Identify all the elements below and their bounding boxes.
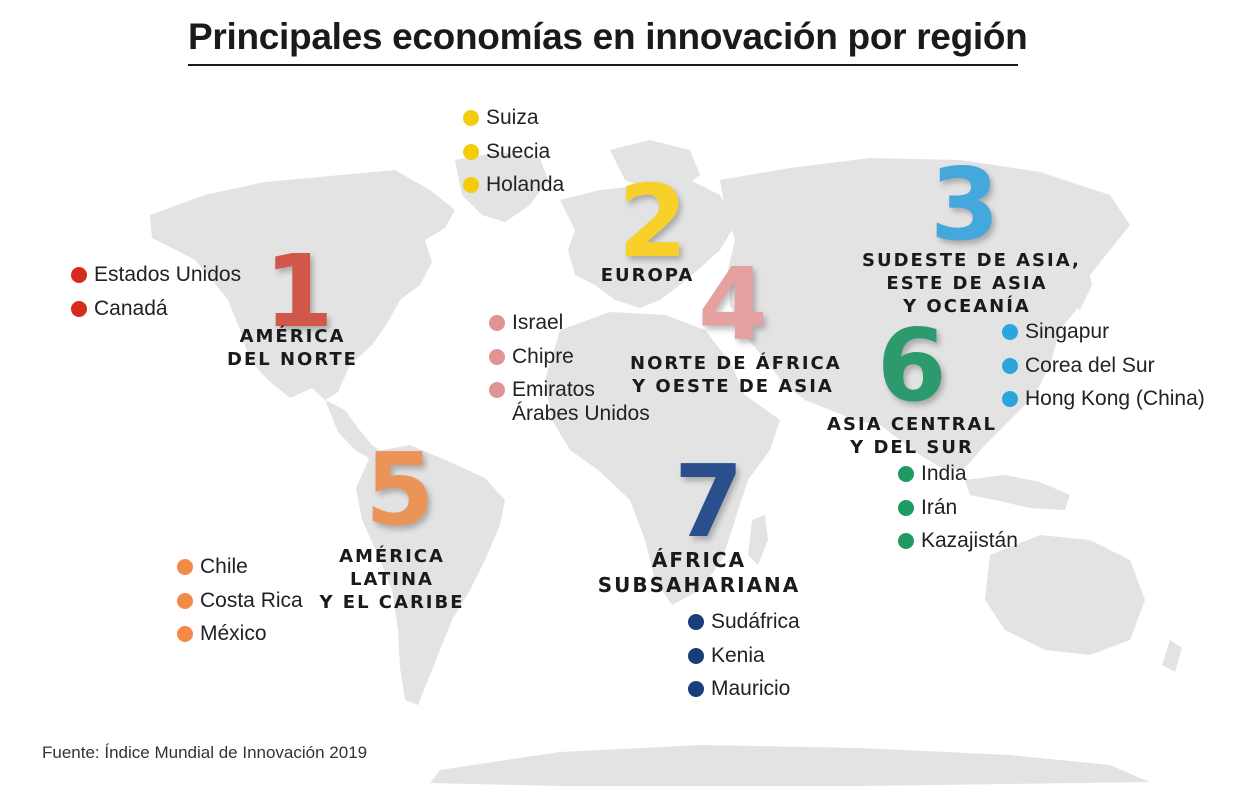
region-7-label: ÁFRICA SUBSAHARIANA — [597, 548, 801, 597]
central-america-landmass — [325, 400, 382, 460]
title-underline — [188, 64, 1018, 66]
list-item: Kazajistán — [898, 529, 1018, 553]
list-item: Suecia — [463, 140, 564, 164]
region-6-country-list: India Irán Kazajistán — [898, 462, 1018, 563]
list-item: Singapur — [1002, 320, 1205, 344]
bullet-dot — [71, 300, 87, 317]
list-item-continuation: Árabes Unidos — [512, 402, 650, 425]
north-america-landmass — [150, 170, 455, 400]
bullet-dot — [1002, 324, 1018, 340]
region-2-number: 2 — [618, 163, 688, 280]
list-item: Chile — [177, 555, 303, 579]
region-7-country-list: Sudáfrica Kenia Mauricio — [688, 610, 800, 711]
list-item: Sudáfrica — [688, 610, 800, 634]
list-item: Holanda — [463, 173, 564, 197]
antarctica-landmass — [430, 745, 1150, 786]
list-item: Irán — [898, 496, 1018, 520]
bullet-dot — [688, 614, 704, 630]
bullet-dot — [71, 267, 87, 283]
bullet-dot — [177, 626, 193, 642]
region-3-number: 3 — [930, 146, 1000, 263]
region-4-country-list: Israel Chipre Emiratos Árabes Unidos — [489, 311, 650, 436]
region-1-number: 1 — [264, 233, 334, 350]
list-item: Corea del Sur — [1002, 354, 1205, 378]
region-5-country-list: Chile Costa Rica México — [177, 555, 303, 656]
list-item: Canadá — [71, 297, 241, 321]
region-1-label: AMÉRICA DEL NORTE — [227, 326, 358, 370]
bullet-dot — [489, 348, 505, 365]
region-1-country-list: Estados Unidos Canadá — [71, 263, 241, 330]
new-zealand-landmass — [1162, 640, 1182, 672]
list-item: Hong Kong (China) — [1002, 387, 1205, 411]
bullet-dot — [1002, 391, 1018, 407]
bullet-dot — [1002, 357, 1018, 374]
africa-landmass — [545, 312, 780, 605]
region-5-number: 5 — [365, 431, 435, 548]
map-title: Principales economías en innovación por … — [188, 16, 1028, 57]
bullet-dot — [489, 382, 505, 398]
list-item: India — [898, 462, 1018, 486]
south-america-landmass — [356, 445, 505, 705]
region-3-label: SUDESTE DE ASIA, ESTE DE ASIA Y OCEANÍA — [862, 250, 1081, 317]
region-3-country-list: Singapur Corea del Sur Hong Kong (China) — [1002, 320, 1205, 421]
bullet-dot — [688, 681, 704, 697]
region-6-number: 6 — [877, 307, 947, 424]
region-2-label: EUROPA — [600, 265, 695, 286]
greenland-landmass — [455, 152, 548, 222]
list-item: Kenia — [688, 644, 800, 668]
region-6-label: ASIA CENTRAL Y DEL SUR — [827, 414, 997, 458]
region-7-number: 7 — [674, 443, 744, 560]
list-item: Emiratos — [489, 378, 650, 402]
list-item: Israel — [489, 311, 650, 335]
bullet-dot — [898, 466, 914, 482]
scandinavia-landmass — [610, 140, 700, 190]
asia-landmass — [720, 158, 1130, 470]
list-item: Suiza — [463, 106, 564, 130]
bullet-dot — [177, 592, 193, 609]
region-4-label: NORTE DE ÁFRICA Y OESTE DE ASIA — [630, 353, 842, 397]
bullet-dot — [177, 559, 193, 575]
bullet-dot — [688, 647, 704, 664]
bullet-dot — [463, 177, 479, 193]
madagascar-landmass — [748, 515, 768, 565]
list-item: Chipre — [489, 345, 650, 369]
region-5-label: AMÉRICA LATINA Y EL CARIBE — [319, 546, 465, 613]
bullet-dot — [898, 533, 914, 549]
list-item: Estados Unidos — [71, 263, 241, 287]
region-4-number: 4 — [698, 246, 768, 363]
list-item: Mauricio — [688, 677, 800, 701]
source-note: Fuente: Índice Mundial de Innovación 201… — [42, 743, 368, 762]
region-2-country-list: Suiza Suecia Holanda — [463, 106, 564, 207]
bullet-dot — [463, 110, 479, 126]
bullet-dot — [463, 143, 479, 160]
bullet-dot — [898, 499, 914, 516]
southeast-asia-islands — [965, 475, 1070, 510]
list-item: México — [177, 622, 303, 646]
japan-landmass — [1068, 255, 1092, 310]
bullet-dot — [489, 315, 505, 331]
list-item: Costa Rica — [177, 589, 303, 613]
europe-landmass — [560, 180, 735, 308]
australia-landmass — [985, 535, 1145, 655]
